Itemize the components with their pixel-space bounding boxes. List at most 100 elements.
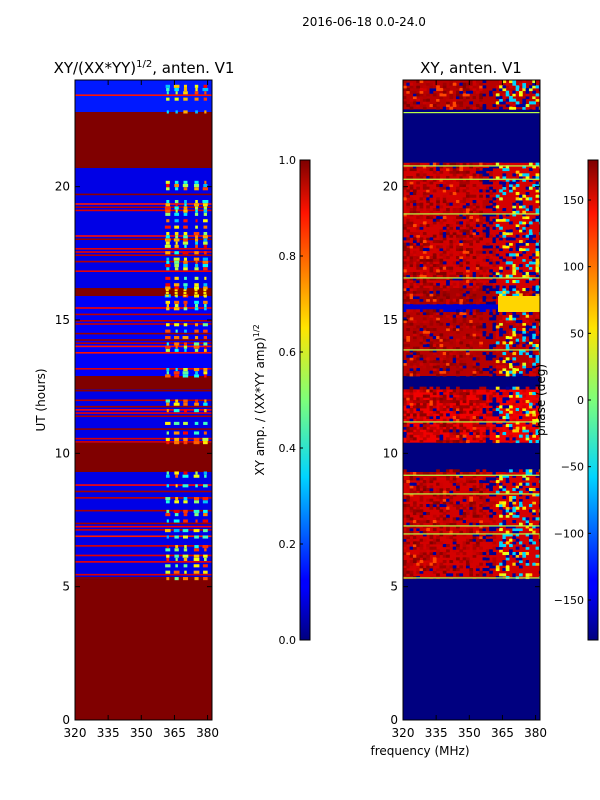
- heatmap-cell: [449, 432, 454, 436]
- heatmap-cell: [429, 282, 434, 286]
- heatmap-cell: [174, 437, 180, 441]
- heatmap-cell: [512, 514, 517, 518]
- heatmap-cell: [509, 549, 513, 553]
- heatmap-cell: [472, 256, 477, 260]
- heatmap-cell: [403, 370, 407, 374]
- heatmap-cell: [532, 541, 536, 545]
- heatmap-cell: [442, 544, 447, 548]
- heatmap-cell: [475, 434, 480, 438]
- heatmap-cell: [515, 528, 520, 532]
- heatmap-cell: [203, 554, 208, 558]
- heatmap-cell: [535, 440, 540, 444]
- heatmap-cell: [492, 301, 497, 305]
- heatmap-stripe: [75, 203, 212, 205]
- heatmap-cell: [429, 357, 434, 361]
- heatmap-cell: [422, 437, 427, 441]
- heatmap-cell: [409, 437, 414, 441]
- heatmap-cell: [525, 186, 530, 190]
- heatmap-cell: [449, 392, 454, 396]
- heatmap-cell: [459, 234, 464, 238]
- heatmap-cell: [535, 474, 540, 478]
- heatmap-cell: [429, 189, 434, 193]
- heatmap-cell: [515, 421, 520, 425]
- heatmap-cell: [194, 409, 199, 413]
- heatmap-cell: [429, 344, 434, 348]
- heatmap-cell: [429, 213, 434, 217]
- heatmap-cell: [429, 181, 434, 185]
- heatmap-cell: [475, 416, 480, 420]
- heatmap-cell: [193, 548, 200, 552]
- heatmap-cell: [442, 93, 447, 97]
- heatmap-cell: [456, 330, 460, 334]
- heatmap-cell: [475, 538, 480, 542]
- heatmap-cell: [489, 488, 493, 492]
- heatmap-cell: [482, 93, 487, 97]
- heatmap-cell: [482, 181, 487, 185]
- heatmap-cell: [532, 240, 536, 244]
- heatmap-cell: [446, 405, 450, 409]
- heatmap-cell: [416, 234, 420, 238]
- heatmap-cell: [469, 82, 474, 86]
- heatmap-cell: [465, 240, 470, 244]
- heatmap-cell: [462, 232, 467, 236]
- heatmap-cell: [519, 530, 523, 534]
- heatmap-cell: [472, 552, 477, 556]
- heatmap-cell: [429, 520, 434, 524]
- heatmap-cell: [456, 501, 460, 505]
- heatmap-cell: [485, 338, 490, 342]
- heatmap-cell: [439, 170, 444, 174]
- heatmap-cell: [403, 224, 407, 228]
- heatmap-cell: [492, 280, 497, 284]
- heatmap-cell: [416, 570, 420, 574]
- heatmap-cell: [183, 431, 188, 435]
- heatmap-cell: [449, 496, 454, 500]
- heatmap-cell: [419, 320, 424, 324]
- colorbar-tick-label: −100: [554, 527, 584, 540]
- heatmap-cell: [505, 285, 510, 289]
- heatmap-cell: [512, 90, 517, 94]
- heatmap-stripe: [75, 573, 212, 576]
- heatmap-cell: [505, 168, 510, 172]
- heatmap-cell: [422, 354, 427, 358]
- heatmap-cell: [489, 285, 493, 289]
- heatmap-cell: [452, 549, 457, 553]
- heatmap-cell: [442, 253, 447, 257]
- heatmap-cell: [532, 482, 536, 486]
- heatmap-cell: [512, 520, 517, 524]
- heatmap-cell: [522, 330, 527, 334]
- heatmap-cell: [456, 162, 460, 166]
- heatmap-cell: [412, 522, 417, 526]
- heatmap-cell: [452, 346, 457, 350]
- heatmap-cell: [512, 552, 517, 556]
- heatmap-cell: [426, 248, 430, 252]
- heatmap-cell: [462, 360, 467, 364]
- heatmap-cell: [422, 421, 427, 425]
- heatmap-cell: [522, 213, 527, 217]
- heatmap-cell: [469, 186, 474, 190]
- heatmap-cell: [426, 90, 430, 94]
- heatmap-cell: [456, 413, 460, 417]
- heatmap-cell: [412, 277, 417, 281]
- heatmap-stripe: [75, 323, 212, 325]
- heatmap-cell: [422, 165, 427, 169]
- heatmap-cell: [535, 338, 540, 342]
- heatmap-cell: [412, 560, 417, 564]
- heatmap-cell: [422, 85, 427, 89]
- heatmap-cell: [406, 96, 411, 100]
- heatmap-cell: [166, 402, 170, 406]
- heatmap-cell: [475, 202, 480, 206]
- heatmap-cell: [465, 224, 470, 228]
- heatmap-cell: [442, 472, 447, 476]
- heatmap-cell: [505, 274, 510, 278]
- heatmap-cell: [403, 338, 407, 342]
- heatmap-cell: [462, 309, 467, 313]
- heatmap-cell: [492, 189, 497, 193]
- heatmap-cell: [442, 266, 447, 270]
- y-tick-label: 5: [62, 580, 70, 594]
- heatmap-cell: [475, 552, 480, 556]
- heatmap-cell: [406, 205, 411, 209]
- heatmap-cell: [489, 354, 493, 358]
- heatmap-cell: [512, 557, 517, 561]
- heatmap-cell: [482, 288, 487, 292]
- heatmap-cell: [175, 399, 179, 403]
